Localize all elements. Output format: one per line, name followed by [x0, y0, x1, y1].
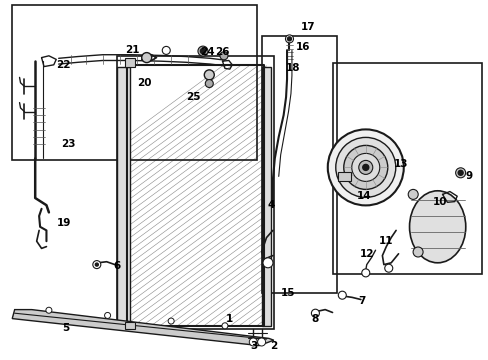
Circle shape: [222, 323, 227, 329]
Circle shape: [351, 153, 379, 181]
Bar: [117, 56, 273, 329]
Bar: [117, 67, 129, 326]
Text: 1: 1: [226, 314, 233, 324]
Circle shape: [338, 291, 346, 299]
Text: 2: 2: [270, 341, 277, 351]
Text: 7: 7: [357, 296, 365, 306]
Text: 22: 22: [56, 60, 71, 70]
Circle shape: [204, 70, 214, 80]
Text: 21: 21: [124, 45, 139, 55]
Text: 5: 5: [62, 323, 69, 333]
Circle shape: [358, 161, 372, 174]
Circle shape: [104, 312, 110, 319]
Circle shape: [343, 145, 387, 189]
Text: 10: 10: [432, 197, 447, 207]
Text: 12: 12: [359, 249, 373, 259]
Circle shape: [285, 35, 293, 43]
Bar: [261, 36, 337, 293]
Text: 9: 9: [465, 171, 472, 181]
Polygon shape: [12, 310, 273, 346]
Circle shape: [311, 309, 319, 317]
Text: 18: 18: [285, 63, 300, 73]
Text: 19: 19: [56, 218, 71, 228]
Text: 8: 8: [311, 314, 318, 324]
Circle shape: [220, 52, 227, 60]
Text: 6: 6: [114, 261, 121, 271]
Circle shape: [142, 53, 151, 63]
Circle shape: [457, 170, 462, 175]
Text: 17: 17: [300, 22, 315, 32]
Bar: [12, 5, 256, 160]
Text: 4: 4: [267, 200, 275, 210]
Circle shape: [168, 318, 174, 324]
Circle shape: [198, 46, 207, 56]
Circle shape: [287, 37, 291, 41]
Bar: [338, 172, 350, 181]
Text: 11: 11: [378, 236, 393, 246]
Bar: [261, 67, 271, 326]
Circle shape: [384, 264, 392, 272]
Circle shape: [257, 338, 265, 346]
Circle shape: [412, 247, 422, 257]
Ellipse shape: [409, 191, 465, 263]
Circle shape: [95, 263, 98, 266]
Circle shape: [455, 168, 465, 178]
Bar: [125, 58, 135, 67]
Text: 20: 20: [137, 78, 151, 88]
Bar: [125, 322, 135, 329]
Circle shape: [407, 189, 417, 199]
Circle shape: [205, 80, 213, 87]
Text: 13: 13: [393, 159, 407, 169]
Text: 24: 24: [200, 47, 215, 57]
Text: 15: 15: [281, 288, 295, 298]
Circle shape: [327, 129, 403, 206]
Circle shape: [46, 307, 52, 313]
Text: 14: 14: [356, 191, 371, 201]
Circle shape: [162, 46, 170, 54]
Circle shape: [362, 165, 368, 170]
Circle shape: [335, 138, 395, 197]
Text: 26: 26: [215, 47, 229, 57]
Text: 23: 23: [61, 139, 76, 149]
Bar: [332, 63, 481, 274]
Text: 3: 3: [250, 341, 257, 351]
Circle shape: [361, 269, 369, 277]
Circle shape: [263, 258, 272, 268]
Text: 25: 25: [185, 92, 200, 102]
Circle shape: [249, 338, 257, 346]
Circle shape: [200, 49, 205, 54]
Text: 16: 16: [295, 42, 310, 52]
Circle shape: [93, 261, 101, 269]
